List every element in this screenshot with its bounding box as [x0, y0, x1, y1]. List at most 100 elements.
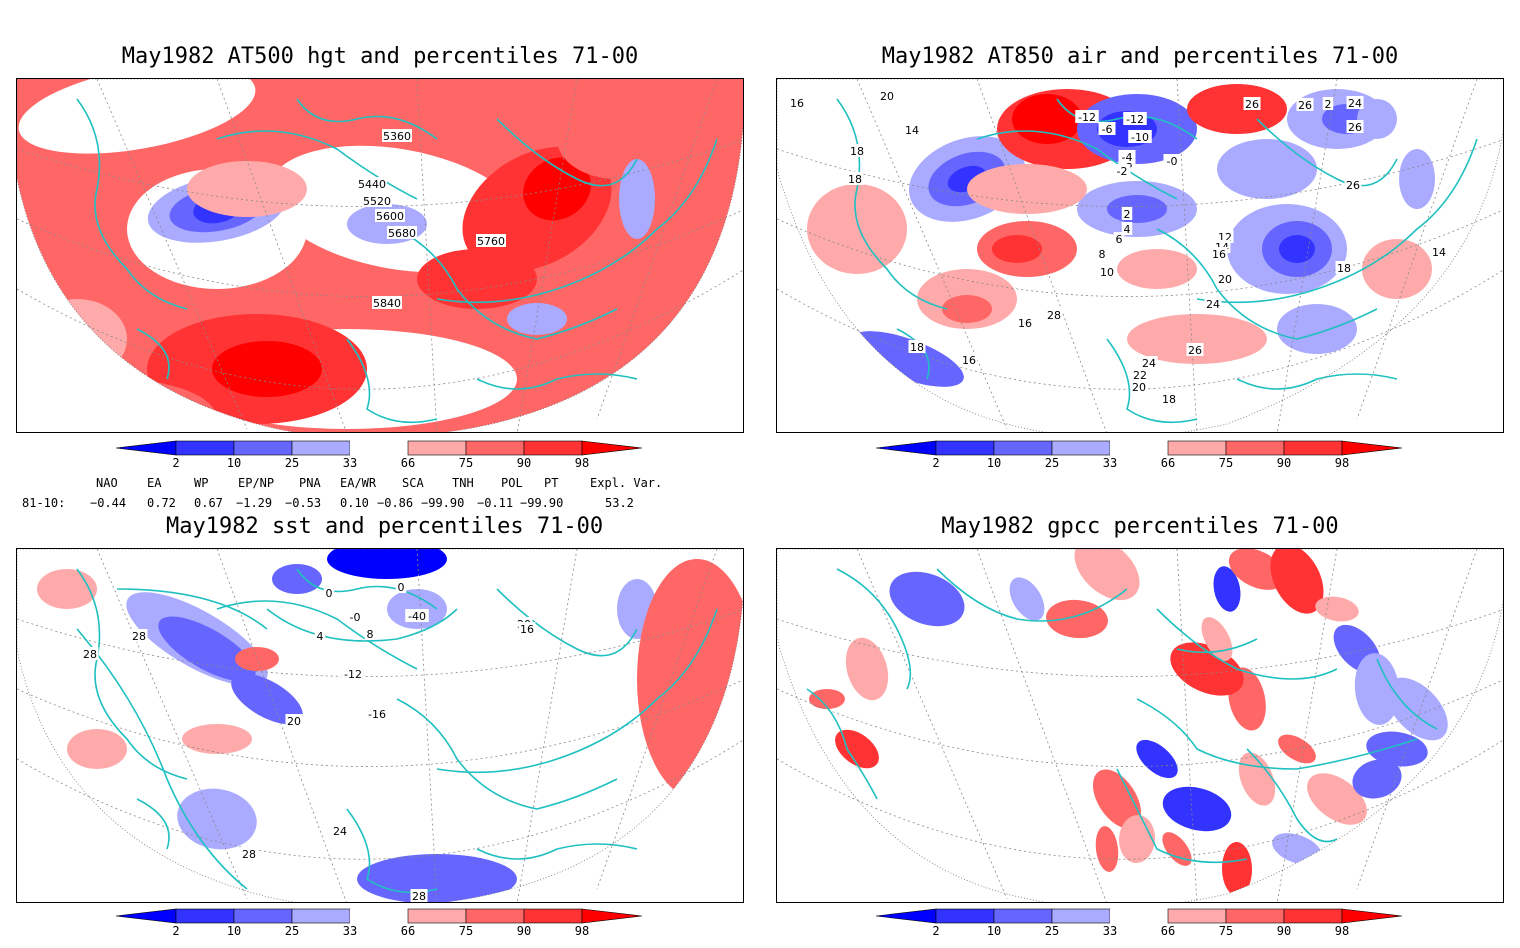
contour-label: 20: [880, 90, 894, 103]
anomaly-region: [1187, 84, 1287, 134]
colorbar-tick-label: 2: [172, 456, 180, 470]
index-header-tnh: TNH: [452, 476, 474, 490]
colorbar-segment: [1110, 441, 1168, 455]
index-header-ea: EA: [147, 476, 162, 490]
shaded-field: [777, 79, 1503, 432]
contour-label-box: [395, 580, 407, 593]
contour-label-box: [365, 707, 389, 720]
index-value-pna: −0.53: [285, 496, 322, 510]
contour-label-box: [375, 209, 405, 222]
contour-label: -40: [408, 610, 426, 623]
panel-title-air850: May1982 AT850 air and percentiles 71-00: [881, 44, 1399, 69]
contour-label: -0: [1167, 155, 1178, 168]
colorbar-tick-label: 98: [574, 924, 590, 938]
contour-label-box: [903, 123, 921, 136]
contour-label: 0: [326, 587, 333, 600]
anomaly-region: [182, 724, 252, 754]
contour-label-box: [1128, 130, 1152, 143]
colorbar-tick-label: 2: [932, 456, 940, 470]
anomaly-region: [1315, 596, 1359, 622]
contour-label-box: [476, 234, 506, 247]
contour-label: 2: [1325, 98, 1332, 111]
anomaly-region: [1228, 549, 1286, 590]
colorbar-arrow-high: [1341, 908, 1403, 924]
map-gpcc-svg: [777, 549, 1503, 902]
colorbar-tick-label: 98: [1334, 456, 1350, 470]
anomaly-region: [18, 79, 256, 154]
index-header-epnp: EP/NP: [238, 476, 275, 490]
index-value-pt: −99.90: [520, 496, 564, 510]
colorbar-segment: [935, 440, 995, 456]
contour-label-box: [908, 340, 926, 353]
index-header-pol: POL: [501, 476, 523, 490]
anomaly-region: [1278, 734, 1316, 764]
index-header-pna: PNA: [299, 476, 321, 490]
contour-label: 26: [1298, 99, 1312, 112]
contour-label-box: [1160, 392, 1178, 405]
colorbar-arrow-high: [581, 440, 643, 456]
colorbar-segment: [407, 908, 467, 924]
contour-label-box: [1346, 120, 1364, 133]
contour-label: -6: [1102, 123, 1113, 136]
anomaly-region: [417, 249, 537, 309]
colorbar-tick-label: 66: [1160, 456, 1176, 470]
anomaly-region: [1074, 549, 1140, 601]
anomaly-region: [1217, 139, 1317, 199]
contour-label: 20: [1218, 273, 1232, 286]
contour-label-box: [1210, 247, 1228, 260]
contour-label: 20: [1132, 381, 1146, 394]
colorbar-segment: [1225, 440, 1285, 456]
contour-label: 24: [333, 825, 347, 838]
colorbar-tick-label: 10: [226, 924, 242, 938]
contour-label: 5840: [373, 297, 401, 310]
colorbar-tick-label: 33: [1102, 456, 1118, 470]
contour-label: 26: [1245, 98, 1259, 111]
colorbar-tick-label: 98: [1334, 924, 1350, 938]
contour-label-box: [240, 847, 258, 860]
index-header-pt: PT: [544, 476, 559, 490]
contour-label: -16: [368, 708, 386, 721]
contour-label: 18: [850, 145, 864, 158]
colorbar-arrow-low: [875, 908, 937, 924]
contour-label: 5760: [477, 235, 505, 248]
colorbar-air850: 2 10 25 33 66 75 90 98: [875, 440, 1403, 480]
colorbar-segment: [1167, 908, 1227, 924]
lat-lon-grid: [777, 549, 1503, 902]
coastlines: [806, 568, 1438, 864]
colorbar-segment: [465, 908, 525, 924]
contour-label: 26: [1348, 121, 1362, 134]
contour-label: 2: [1124, 208, 1131, 221]
index-header-eawr: EA/WR: [340, 476, 377, 490]
contour-label-box: [314, 629, 326, 642]
map-boundary: [777, 79, 1503, 432]
contour-label-box: [1098, 122, 1116, 135]
index-header-nao: NAO: [96, 476, 118, 490]
index-value-pol: −0.11: [477, 496, 514, 510]
colorbar-segment: [993, 908, 1053, 924]
contour-label-box: [1113, 164, 1131, 177]
index-value-sca: −0.86: [377, 496, 414, 510]
colorbar-segment: [350, 909, 408, 923]
colorbar-tick-label: 75: [1218, 924, 1234, 938]
contour-label: -12: [1126, 113, 1144, 126]
anomaly-region: [942, 295, 992, 323]
coastlines: [76, 568, 718, 894]
colorbar-segment: [523, 908, 583, 924]
colorbar-segment: [993, 440, 1053, 456]
contour-label-box: [331, 824, 349, 837]
index-header-wp: WP: [194, 476, 209, 490]
contour-label: 6: [1116, 233, 1123, 246]
contour-label-box: [1216, 230, 1234, 243]
panel-title-hgt500: May1982 AT500 hgt and percentiles 71-00: [121, 44, 639, 69]
colorbar-tick-label: 10: [986, 456, 1002, 470]
lat-lon-grid: [17, 79, 743, 432]
anomaly-region: [507, 303, 567, 335]
contour-label: -2: [1117, 165, 1128, 178]
anomaly-region: [187, 161, 307, 217]
shaded-field: [17, 549, 743, 902]
contour-label: 14: [1432, 246, 1446, 259]
contour-label-box: [1121, 222, 1133, 235]
map-boundary: [777, 549, 1503, 902]
contour-label: 18: [1162, 393, 1176, 406]
index-header-sca: SCA: [402, 476, 424, 490]
